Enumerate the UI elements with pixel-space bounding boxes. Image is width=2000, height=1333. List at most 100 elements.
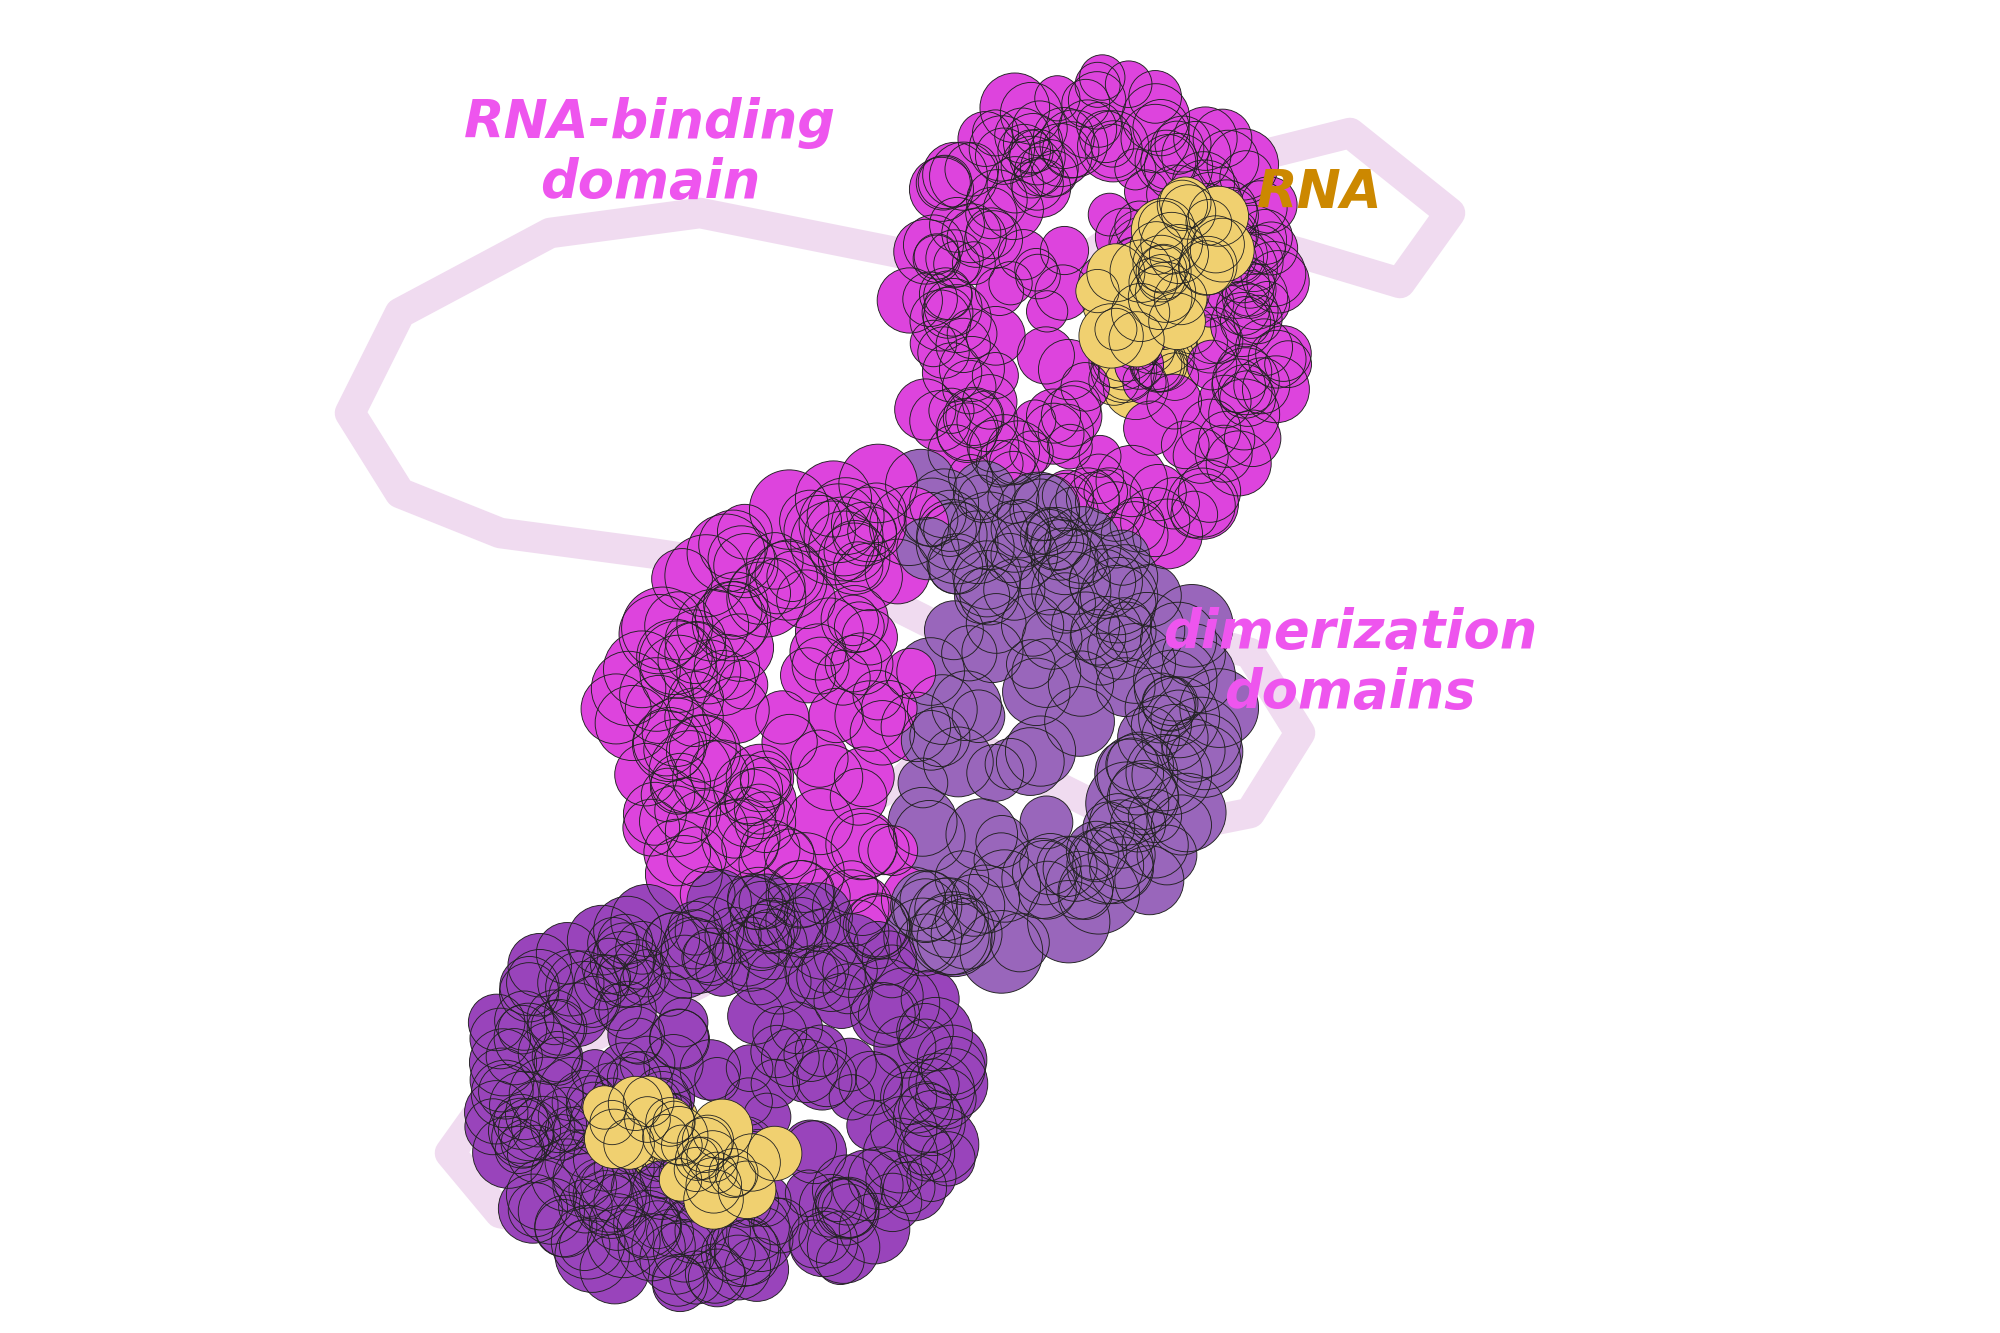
Circle shape xyxy=(812,1180,878,1245)
Circle shape xyxy=(956,391,1018,452)
Circle shape xyxy=(834,603,884,652)
Circle shape xyxy=(696,1152,738,1193)
Circle shape xyxy=(552,1153,616,1217)
Circle shape xyxy=(990,521,1058,589)
Circle shape xyxy=(704,581,762,640)
Circle shape xyxy=(1052,592,1120,660)
Circle shape xyxy=(674,1164,728,1217)
Circle shape xyxy=(728,988,784,1044)
Circle shape xyxy=(850,982,916,1048)
Circle shape xyxy=(1094,308,1136,351)
Circle shape xyxy=(1224,232,1284,292)
Circle shape xyxy=(632,1133,676,1177)
Circle shape xyxy=(726,1134,778,1185)
Circle shape xyxy=(886,449,956,520)
Circle shape xyxy=(1042,471,1094,521)
Circle shape xyxy=(1044,507,1120,584)
Circle shape xyxy=(1180,211,1228,257)
Circle shape xyxy=(664,535,746,617)
Circle shape xyxy=(910,469,978,537)
Circle shape xyxy=(686,1125,738,1178)
Circle shape xyxy=(1036,473,1094,531)
Circle shape xyxy=(1028,881,1110,962)
Circle shape xyxy=(1150,121,1204,175)
Circle shape xyxy=(752,1197,798,1245)
Circle shape xyxy=(1122,245,1188,311)
Circle shape xyxy=(604,631,680,708)
Circle shape xyxy=(1154,265,1210,320)
Circle shape xyxy=(828,595,878,645)
Circle shape xyxy=(1162,718,1226,782)
Circle shape xyxy=(728,868,790,929)
Circle shape xyxy=(916,1048,988,1120)
Circle shape xyxy=(1114,201,1164,251)
Circle shape xyxy=(594,1057,660,1122)
Circle shape xyxy=(1070,609,1126,665)
Circle shape xyxy=(1086,800,1156,868)
Circle shape xyxy=(506,1160,576,1230)
Circle shape xyxy=(1140,267,1198,325)
Circle shape xyxy=(728,563,790,624)
Circle shape xyxy=(788,909,858,980)
Circle shape xyxy=(1126,734,1202,810)
Circle shape xyxy=(786,1170,832,1217)
Circle shape xyxy=(1152,353,1198,400)
Circle shape xyxy=(740,757,790,808)
Circle shape xyxy=(750,1025,804,1077)
Circle shape xyxy=(834,541,882,592)
Circle shape xyxy=(1196,180,1256,241)
Circle shape xyxy=(1104,355,1168,420)
Circle shape xyxy=(788,789,854,854)
Circle shape xyxy=(608,1006,664,1062)
Circle shape xyxy=(884,1162,934,1213)
Circle shape xyxy=(1130,309,1196,375)
Circle shape xyxy=(840,1193,910,1264)
Circle shape xyxy=(932,670,1002,741)
Circle shape xyxy=(766,882,840,957)
Circle shape xyxy=(634,1078,682,1126)
Circle shape xyxy=(642,698,710,766)
Circle shape xyxy=(1020,508,1076,564)
Circle shape xyxy=(654,777,720,844)
Circle shape xyxy=(924,271,972,320)
Circle shape xyxy=(916,156,970,211)
Circle shape xyxy=(1208,233,1256,283)
Circle shape xyxy=(1138,825,1196,885)
Circle shape xyxy=(1140,212,1202,275)
Circle shape xyxy=(968,850,1040,922)
Circle shape xyxy=(1176,192,1238,255)
Circle shape xyxy=(1224,411,1280,467)
Circle shape xyxy=(1122,812,1188,878)
Circle shape xyxy=(996,512,1052,567)
Circle shape xyxy=(510,1057,584,1130)
Circle shape xyxy=(498,1098,560,1161)
Circle shape xyxy=(1226,259,1274,308)
Circle shape xyxy=(552,1070,616,1133)
Circle shape xyxy=(1110,261,1182,335)
Circle shape xyxy=(1082,265,1154,337)
Circle shape xyxy=(854,921,902,969)
Circle shape xyxy=(844,894,908,958)
Circle shape xyxy=(566,1076,618,1126)
Circle shape xyxy=(498,1005,546,1054)
Circle shape xyxy=(748,1126,802,1181)
Circle shape xyxy=(1002,659,1070,725)
Circle shape xyxy=(864,1173,922,1232)
Circle shape xyxy=(1008,129,1054,175)
Circle shape xyxy=(664,623,726,684)
Circle shape xyxy=(1110,217,1178,285)
Circle shape xyxy=(776,897,828,949)
Circle shape xyxy=(924,601,984,660)
Circle shape xyxy=(1126,673,1194,742)
Circle shape xyxy=(1188,187,1248,247)
Circle shape xyxy=(784,1120,836,1173)
Circle shape xyxy=(696,942,750,996)
Circle shape xyxy=(812,870,888,946)
Circle shape xyxy=(724,1078,772,1125)
Circle shape xyxy=(924,285,992,352)
Circle shape xyxy=(1234,296,1282,344)
Circle shape xyxy=(1218,205,1286,275)
Circle shape xyxy=(918,327,970,379)
Circle shape xyxy=(1022,609,1082,669)
Circle shape xyxy=(1030,517,1084,569)
